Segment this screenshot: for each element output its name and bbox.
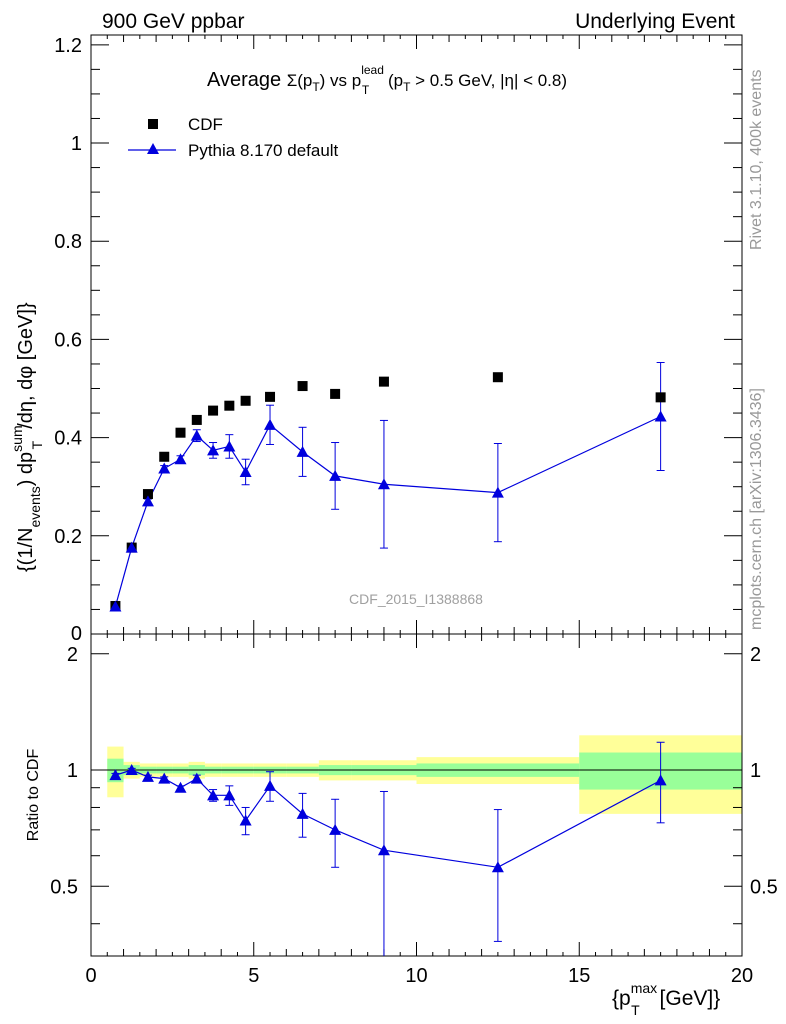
y-tick-label-ratio: 2	[67, 644, 78, 666]
x-axis-label: {pmax T [GeV]}	[612, 980, 720, 1018]
legend-label-cdf: CDF	[188, 115, 223, 134]
pythia-point	[109, 600, 122, 612]
plot-title: Average Σ(pT) vs plead T (pT > 0.5 GeV, |…	[207, 63, 567, 97]
legend-label-pythia: Pythia 8.170 default	[188, 141, 339, 160]
ylabel-sub1: events	[27, 486, 43, 527]
pythia-point	[239, 465, 252, 477]
xlabel-part1: {p	[612, 987, 631, 1010]
x-tick-label: 20	[731, 965, 753, 987]
pythia-point	[174, 453, 187, 465]
cdf-point	[159, 451, 170, 462]
ylabel-part3: /dη, dφ [GeV]}	[15, 302, 37, 429]
y-tick-label-ratio-right: 0.5	[750, 876, 778, 898]
pythia-point	[125, 541, 138, 553]
xlabel-part2: [GeV]}	[654, 987, 721, 1010]
pythia-point	[377, 478, 390, 490]
cdf-point	[208, 405, 219, 416]
cdf-point	[655, 392, 666, 403]
ratio-point	[329, 823, 342, 835]
cdf-point	[265, 391, 276, 402]
cdf-point	[142, 489, 153, 500]
pythia-point	[207, 444, 220, 456]
cdf-point	[378, 376, 389, 387]
mcplots-label: mcplots.cern.ch [arXiv:1306.3436]	[748, 388, 765, 630]
cdf-point	[297, 381, 308, 392]
title-t-sub: T	[312, 80, 320, 94]
x-tick-label: 10	[405, 965, 427, 987]
cdf-point	[330, 388, 341, 399]
pythia-point	[654, 410, 667, 422]
ratio-point	[264, 779, 277, 791]
xlabel-sup: max	[631, 980, 657, 996]
ylabel-part1: {(1/N	[15, 528, 37, 572]
ylabel-sup2: sum	[9, 425, 25, 451]
ratio-point	[491, 861, 504, 873]
ratio-point	[174, 781, 187, 793]
title-sigma: Σ(p	[287, 71, 313, 90]
ratio-point	[239, 814, 252, 826]
y-tick-label-main: 0.8	[54, 231, 82, 253]
analysis-watermark: CDF_2015_I1388868	[349, 591, 483, 607]
pythia-point	[223, 440, 236, 452]
ratio-point	[109, 769, 122, 781]
title-cut: (p	[383, 71, 403, 90]
x-tick-label: 15	[568, 965, 590, 987]
title-cut-sub: T	[403, 80, 411, 94]
y-tick-label-main: 1.2	[54, 35, 82, 57]
pythia-line	[114, 415, 661, 607]
pythia-point	[158, 462, 171, 474]
ratio-point	[223, 789, 236, 801]
ratio-point	[377, 844, 390, 856]
title-lead-sub: T	[362, 83, 370, 97]
y-tick-label-main: 0.6	[54, 329, 82, 351]
pythia-point	[329, 469, 342, 481]
y-axis-label-ratio: Ratio to CDF	[25, 749, 42, 842]
ratio-point	[125, 764, 138, 776]
main-panel: 0.2 0.4 0.6 0.8 1 1.2 0	[54, 34, 743, 956]
legend-marker-pythia	[147, 143, 159, 154]
cdf-point	[224, 400, 235, 411]
cdf-point	[492, 372, 503, 383]
legend: CDF Pythia 8.170 default	[128, 115, 339, 160]
y-tick-label-ratio: 0.5	[50, 876, 78, 898]
pythia-point	[296, 445, 309, 457]
ratio-point	[207, 789, 220, 801]
y-tick-label-zero: 0	[71, 623, 82, 645]
cdf-point	[175, 427, 186, 438]
x-tick-label: 5	[248, 965, 259, 987]
rivet-label: Rivet 3.1.10, 400k events	[748, 69, 765, 250]
ratio-point	[296, 807, 309, 819]
ratio-panel: 0 5 10 15 20 0.5 0.5 1 1 2 2	[50, 633, 778, 987]
ratio-frame	[90, 633, 743, 957]
header-right: Underlying Event	[575, 10, 735, 33]
y-tick-label-ratio-right: 1	[750, 760, 761, 782]
ratio-point	[141, 770, 154, 782]
ylabel-part2: ) dp	[15, 452, 37, 486]
ylabel-sub2: T	[29, 440, 45, 449]
title-main: Average	[207, 69, 287, 91]
y-tick-label-ratio-right: 2	[750, 644, 761, 666]
ratio-point	[158, 772, 171, 784]
title-vs: ) vs p	[320, 71, 362, 90]
y-tick-label-main: 0.2	[54, 526, 82, 548]
legend-marker-cdf	[148, 119, 158, 129]
cdf-point	[240, 395, 251, 406]
y-axis-label-top: {(1/Nevents) dpsum T/dη, dφ [GeV]}	[9, 302, 45, 572]
header-left: 900 GeV ppbar	[102, 10, 244, 33]
pythia-point	[491, 486, 504, 498]
title-lead-sup: lead	[361, 63, 384, 77]
cdf-point	[191, 414, 202, 425]
ratio-point	[190, 772, 203, 784]
y-tick-label-main: 1	[71, 133, 82, 155]
pythia-point	[141, 495, 154, 507]
y-tick-label-ratio: 1	[67, 760, 78, 782]
pythia-point	[190, 429, 203, 441]
x-tick-label: 0	[85, 965, 96, 987]
ratio-point	[654, 774, 667, 786]
title-cut-rest: > 0.5 GeV, |η| < 0.8)	[410, 71, 567, 90]
y-tick-label-main: 0.4	[54, 428, 82, 450]
pythia-point	[264, 418, 277, 430]
xlabel-sub: T	[631, 1002, 640, 1018]
